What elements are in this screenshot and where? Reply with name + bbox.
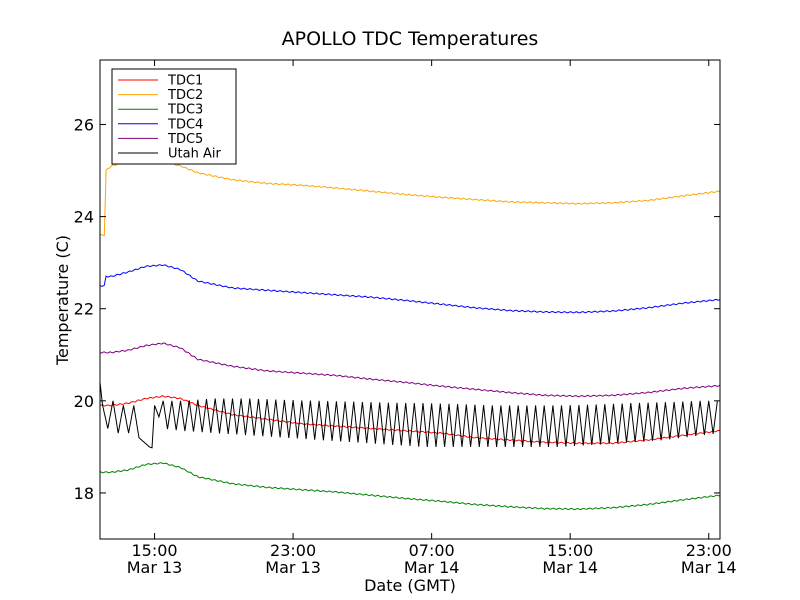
y-tick-label: 22 xyxy=(74,300,94,319)
x-tick-date-label: Mar 13 xyxy=(265,558,321,577)
series-line-tdc5 xyxy=(99,342,721,398)
series-line-tdc1 xyxy=(99,395,721,445)
y-axis-label: Temperature (C) xyxy=(53,235,72,366)
y-tick-label: 18 xyxy=(74,484,94,503)
series-line-tdc4 xyxy=(99,264,721,314)
x-tick-time-label: 23:00 xyxy=(270,541,316,560)
x-tick-date-label: Mar 14 xyxy=(681,558,737,577)
legend-label-tdc1: TDC1 xyxy=(167,74,203,89)
x-tick-date-label: Mar 14 xyxy=(404,558,460,577)
series-line-utah-air xyxy=(99,382,718,449)
x-tick-time-label: 23:00 xyxy=(686,541,732,560)
legend-label-tdc3: TDC3 xyxy=(167,103,203,118)
y-tick-label: 20 xyxy=(74,392,94,411)
x-tick-time-label: 07:00 xyxy=(409,541,455,560)
legend-label-utah-air: Utah Air xyxy=(168,147,221,162)
x-tick-time-label: 15:00 xyxy=(547,541,593,560)
series-line-tdc2 xyxy=(99,158,721,236)
series-line-tdc3 xyxy=(99,462,721,511)
series-layer xyxy=(99,158,721,511)
x-tick-date-label: Mar 14 xyxy=(542,558,598,577)
chart-title: APOLLO TDC Temperatures xyxy=(282,28,539,50)
plot-frame xyxy=(99,59,721,540)
x-tick-date-label: Mar 13 xyxy=(127,558,183,577)
legend-box xyxy=(111,68,237,165)
legend-label-tdc4: TDC4 xyxy=(167,117,203,132)
x-axis-label: Date (GMT) xyxy=(364,576,456,595)
legend-label-tdc5: TDC5 xyxy=(167,132,203,147)
y-tick-label: 24 xyxy=(74,208,94,227)
x-tick-time-label: 15:00 xyxy=(131,541,177,560)
legend-label-tdc2: TDC2 xyxy=(167,88,203,103)
y-tick-label: 26 xyxy=(74,115,94,134)
